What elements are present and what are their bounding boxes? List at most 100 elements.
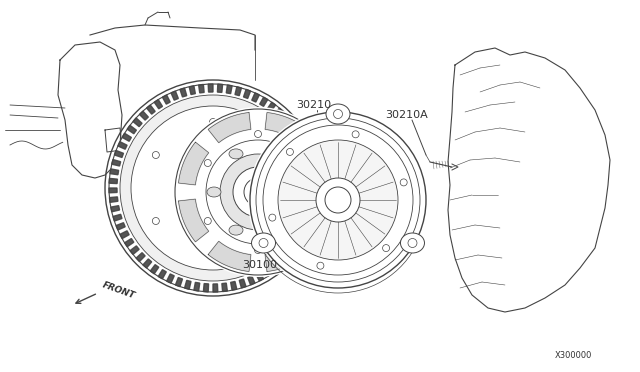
- Polygon shape: [204, 283, 209, 292]
- Polygon shape: [307, 164, 316, 170]
- Ellipse shape: [206, 140, 310, 244]
- Polygon shape: [111, 206, 120, 212]
- Polygon shape: [163, 95, 170, 104]
- Polygon shape: [171, 91, 179, 100]
- Polygon shape: [143, 259, 152, 268]
- Ellipse shape: [120, 95, 306, 281]
- Circle shape: [287, 148, 293, 155]
- Polygon shape: [256, 272, 264, 281]
- Circle shape: [333, 109, 342, 119]
- Polygon shape: [230, 282, 237, 290]
- Ellipse shape: [233, 167, 283, 217]
- Polygon shape: [243, 89, 251, 99]
- Circle shape: [152, 151, 159, 158]
- Polygon shape: [305, 210, 314, 217]
- Polygon shape: [307, 201, 316, 207]
- Polygon shape: [127, 125, 136, 134]
- Polygon shape: [189, 86, 195, 94]
- Polygon shape: [147, 105, 155, 114]
- Circle shape: [269, 214, 276, 221]
- Polygon shape: [136, 253, 145, 262]
- Ellipse shape: [250, 112, 426, 288]
- Polygon shape: [184, 280, 191, 289]
- Polygon shape: [109, 197, 118, 202]
- Polygon shape: [235, 87, 241, 96]
- Circle shape: [383, 244, 390, 251]
- Ellipse shape: [131, 106, 295, 270]
- Polygon shape: [122, 133, 131, 141]
- Polygon shape: [125, 238, 134, 247]
- Text: 30210: 30210: [296, 100, 331, 110]
- Circle shape: [352, 131, 359, 138]
- Polygon shape: [120, 231, 129, 238]
- Circle shape: [267, 151, 274, 158]
- Polygon shape: [248, 276, 255, 285]
- Polygon shape: [194, 282, 200, 291]
- Ellipse shape: [173, 107, 343, 277]
- Ellipse shape: [220, 154, 296, 230]
- Circle shape: [255, 247, 262, 253]
- Polygon shape: [309, 183, 317, 188]
- Polygon shape: [109, 188, 117, 193]
- Polygon shape: [213, 284, 218, 292]
- Text: FRONT: FRONT: [101, 281, 136, 301]
- Polygon shape: [109, 179, 117, 183]
- Circle shape: [204, 218, 211, 224]
- Circle shape: [408, 238, 417, 247]
- Ellipse shape: [248, 110, 428, 290]
- Ellipse shape: [263, 125, 413, 275]
- Polygon shape: [303, 218, 312, 225]
- Circle shape: [400, 179, 407, 186]
- Polygon shape: [198, 84, 204, 93]
- Text: 30210A: 30210A: [385, 110, 428, 120]
- Ellipse shape: [273, 225, 287, 235]
- Polygon shape: [294, 235, 304, 243]
- Circle shape: [152, 218, 159, 224]
- Ellipse shape: [325, 187, 351, 213]
- Polygon shape: [154, 100, 163, 109]
- Polygon shape: [301, 146, 310, 153]
- Polygon shape: [166, 274, 174, 283]
- Polygon shape: [308, 174, 317, 179]
- Polygon shape: [308, 192, 317, 198]
- Ellipse shape: [256, 118, 420, 282]
- Polygon shape: [287, 122, 296, 130]
- Polygon shape: [275, 108, 283, 117]
- Ellipse shape: [183, 158, 243, 218]
- Polygon shape: [116, 223, 125, 230]
- Text: X300000: X300000: [555, 351, 593, 360]
- Polygon shape: [299, 227, 308, 234]
- Polygon shape: [239, 279, 246, 288]
- Polygon shape: [264, 267, 272, 276]
- Polygon shape: [265, 241, 308, 272]
- Polygon shape: [227, 85, 232, 94]
- Polygon shape: [290, 242, 299, 251]
- Polygon shape: [208, 112, 251, 143]
- Polygon shape: [208, 84, 213, 92]
- Ellipse shape: [252, 233, 276, 253]
- Ellipse shape: [326, 104, 350, 124]
- Polygon shape: [292, 129, 301, 138]
- Ellipse shape: [109, 84, 317, 292]
- Polygon shape: [265, 112, 308, 143]
- Polygon shape: [179, 199, 209, 242]
- Polygon shape: [118, 142, 127, 149]
- Polygon shape: [297, 137, 306, 145]
- Polygon shape: [180, 88, 187, 97]
- Polygon shape: [150, 264, 159, 274]
- Polygon shape: [307, 199, 337, 242]
- Ellipse shape: [401, 233, 424, 253]
- Polygon shape: [112, 160, 121, 166]
- Circle shape: [305, 218, 312, 224]
- Polygon shape: [271, 262, 280, 271]
- Circle shape: [209, 250, 216, 257]
- Ellipse shape: [229, 149, 243, 159]
- Circle shape: [209, 119, 216, 125]
- Ellipse shape: [295, 187, 309, 197]
- Circle shape: [204, 160, 211, 167]
- Polygon shape: [130, 246, 139, 254]
- Ellipse shape: [273, 149, 287, 159]
- Ellipse shape: [316, 178, 360, 222]
- Polygon shape: [278, 256, 287, 265]
- Circle shape: [267, 218, 274, 224]
